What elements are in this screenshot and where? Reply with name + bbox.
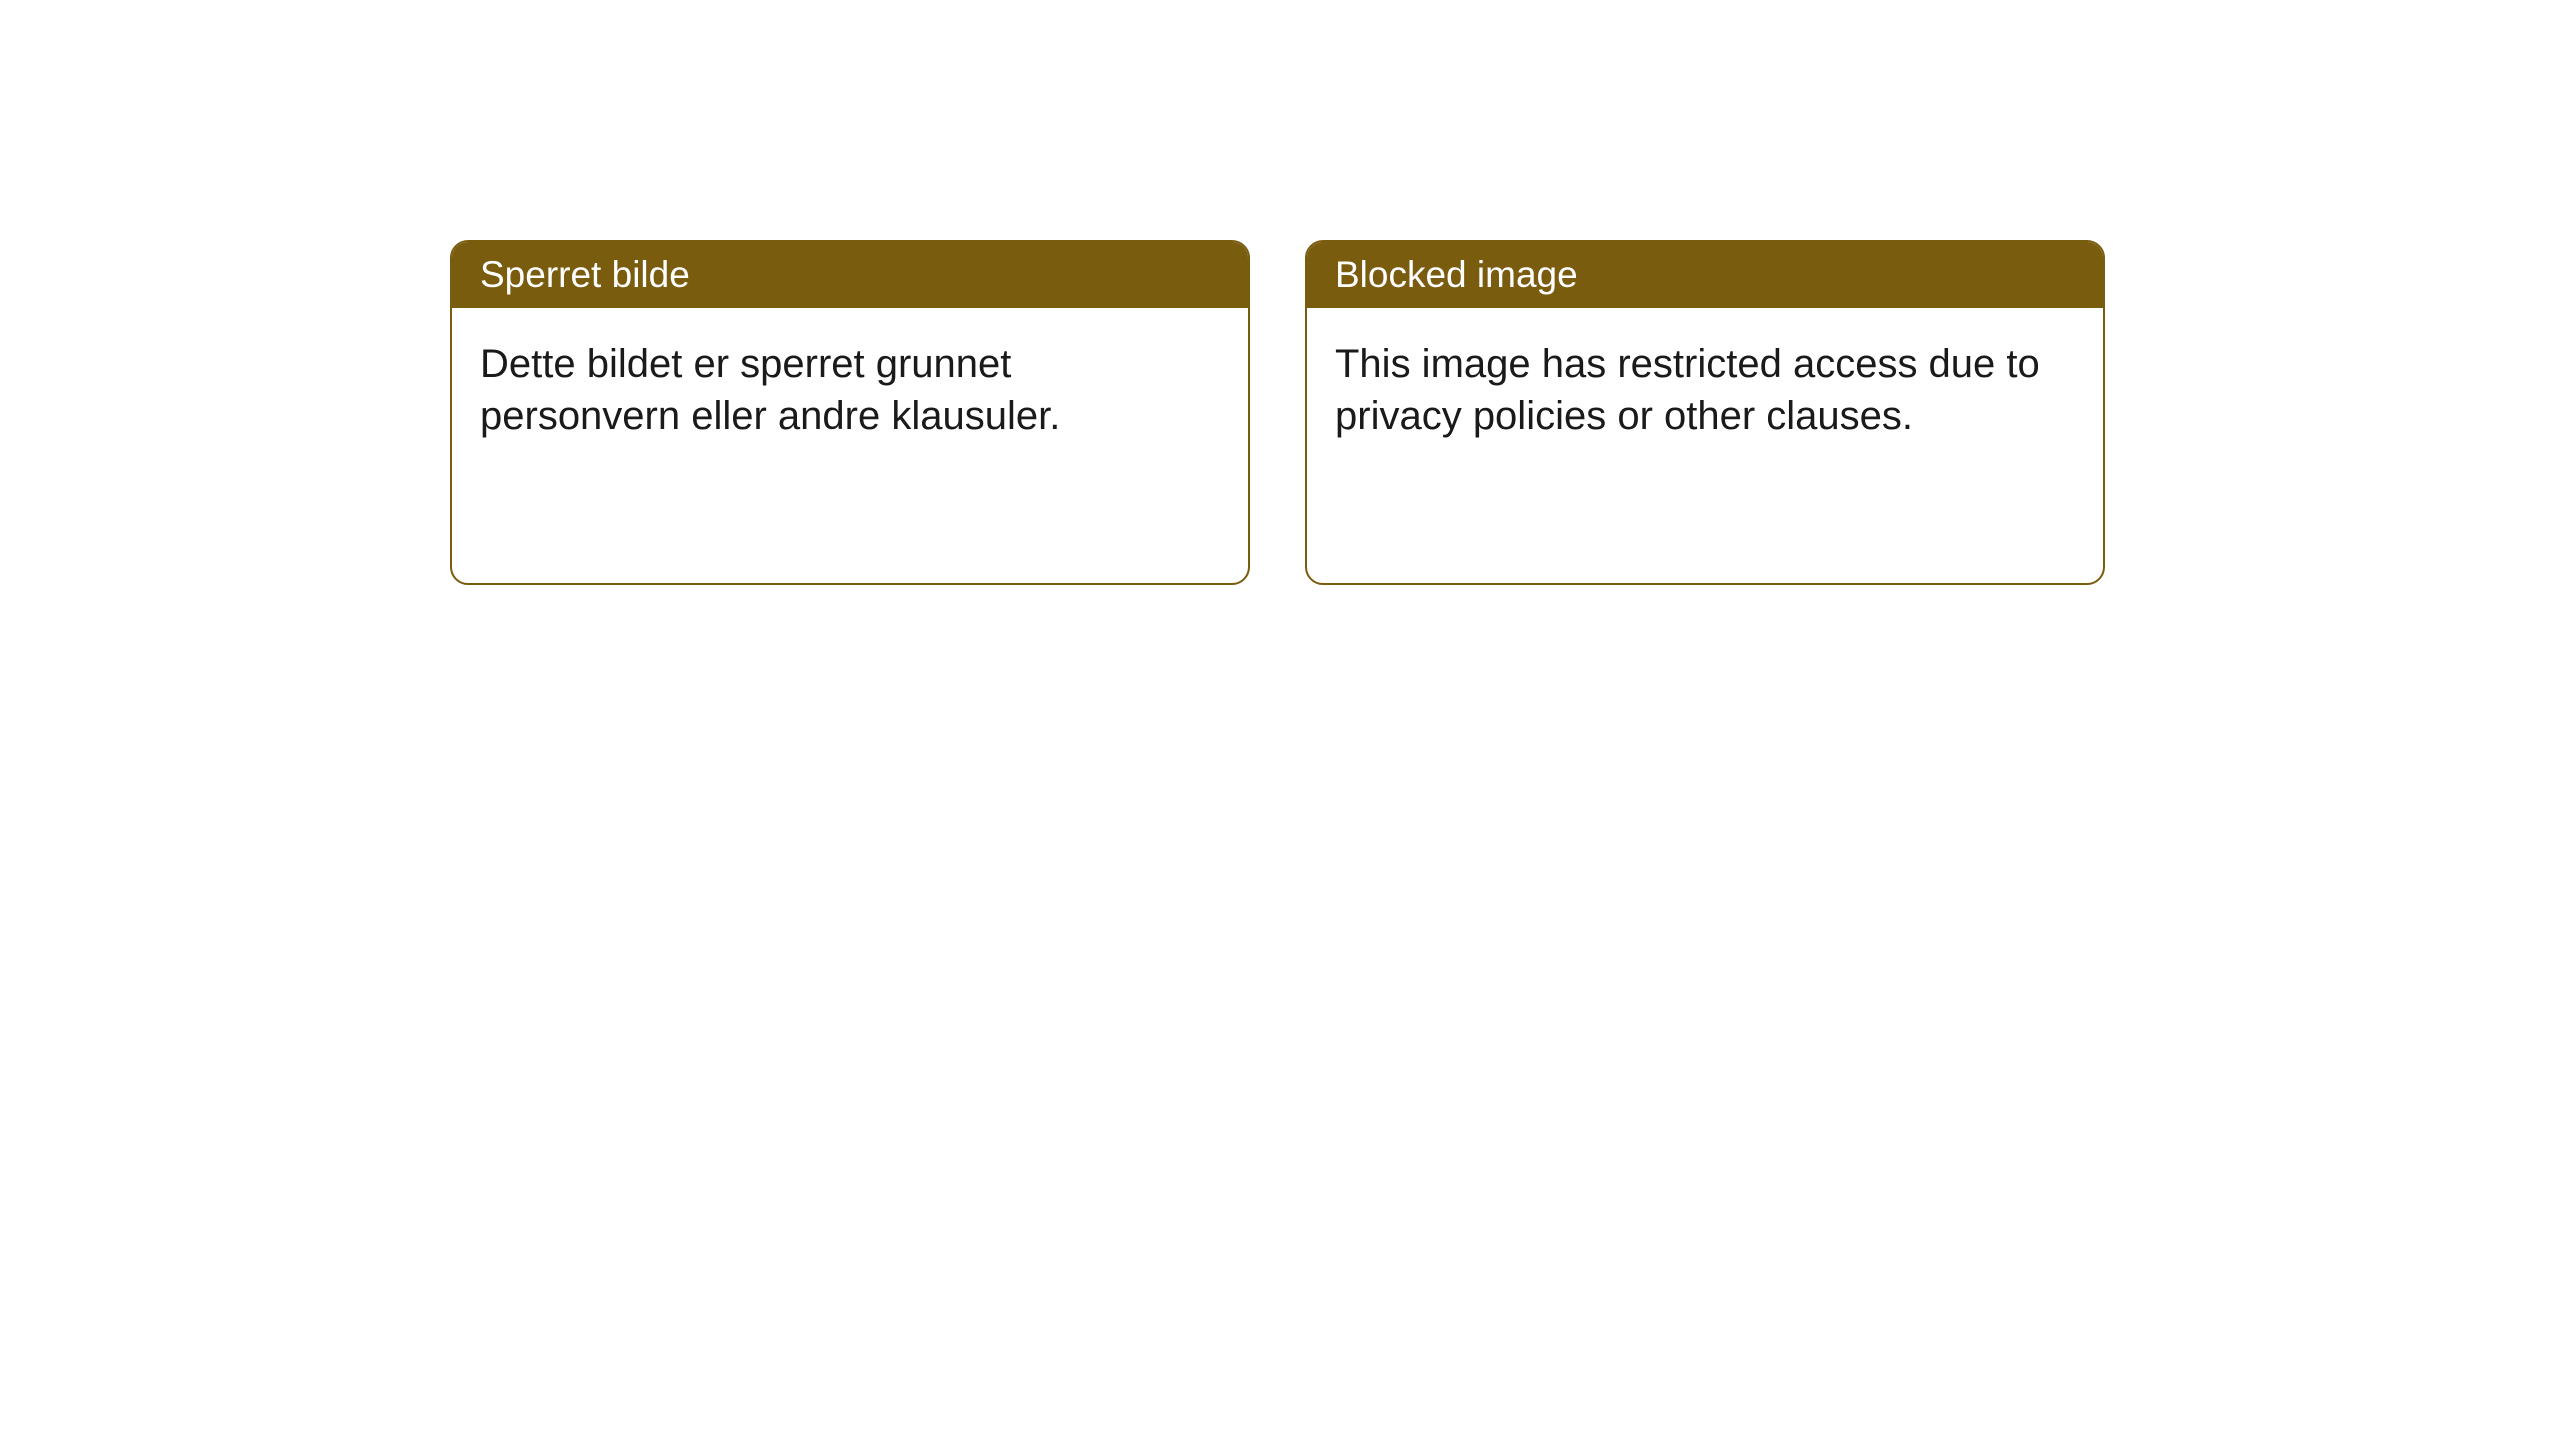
- notice-card-text: This image has restricted access due to …: [1335, 342, 2040, 438]
- notice-card-header: Sperret bilde: [452, 242, 1248, 308]
- notice-card-header: Blocked image: [1307, 242, 2103, 308]
- notice-card-text: Dette bildet er sperret grunnet personve…: [480, 342, 1060, 438]
- notice-card-body: Dette bildet er sperret grunnet personve…: [452, 308, 1248, 583]
- notice-card-title: Blocked image: [1335, 254, 1578, 295]
- notice-card-body: This image has restricted access due to …: [1307, 308, 2103, 583]
- notice-card-norwegian: Sperret bilde Dette bildet er sperret gr…: [450, 240, 1250, 585]
- notice-card-english: Blocked image This image has restricted …: [1305, 240, 2105, 585]
- notice-cards-container: Sperret bilde Dette bildet er sperret gr…: [450, 240, 2105, 585]
- notice-card-title: Sperret bilde: [480, 254, 690, 295]
